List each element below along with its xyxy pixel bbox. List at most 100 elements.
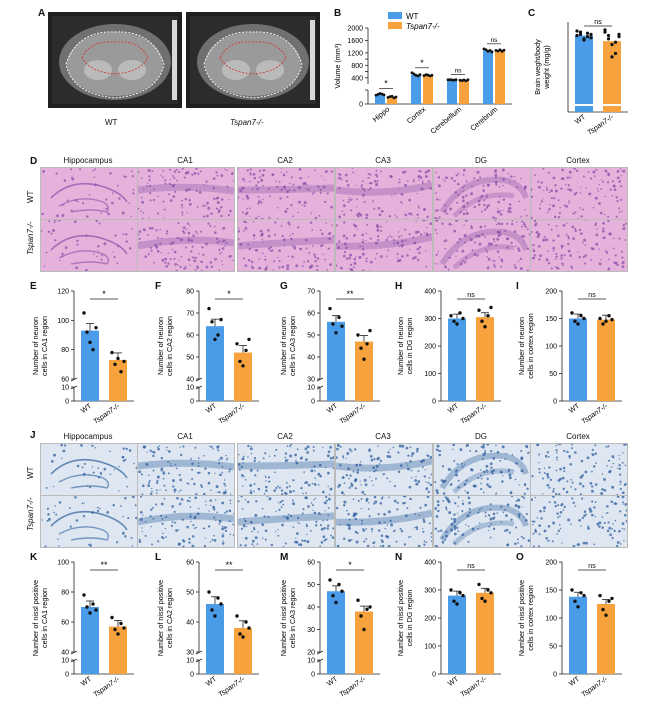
- cell-dot: [464, 490, 467, 492]
- panel-letter-a: A: [38, 8, 46, 19]
- cell-dot: [190, 250, 193, 253]
- cell-dot: [389, 234, 391, 237]
- cell-dot: [607, 459, 610, 462]
- data-point: [573, 319, 577, 323]
- cell-dot: [581, 474, 584, 477]
- data-point: [589, 32, 593, 36]
- cell-dot: [301, 512, 304, 515]
- histology-column-title: CA1: [177, 432, 193, 441]
- cell-dot: [336, 264, 338, 267]
- cell-dot: [608, 258, 610, 261]
- cell-dot: [611, 485, 615, 489]
- cell-dot: [313, 191, 316, 194]
- cell-dot: [275, 510, 277, 513]
- cell-dot: [360, 484, 362, 486]
- cell-dot: [397, 470, 401, 474]
- cell-dot: [401, 245, 403, 248]
- cell-dot: [218, 523, 221, 525]
- cell-dot: [479, 474, 482, 477]
- cell-dot: [555, 492, 558, 495]
- cell-dot: [63, 179, 67, 182]
- cell-dot: [55, 172, 58, 175]
- y-axis-label: cells in DG region: [405, 590, 414, 647]
- cell-dot: [297, 211, 299, 214]
- cell-dot: [571, 497, 574, 500]
- cell-dot: [614, 519, 617, 522]
- cell-dot: [122, 456, 125, 459]
- data-point: [446, 78, 450, 82]
- cell-dot: [371, 200, 374, 203]
- y-tick-label: 400: [424, 289, 436, 296]
- cell-dot: [182, 226, 186, 230]
- cell-dot: [337, 173, 340, 175]
- cell-dot: [522, 537, 525, 540]
- cell-dot: [279, 197, 282, 200]
- cell-dot: [374, 241, 378, 245]
- cell-dot: [473, 484, 475, 486]
- cell-dot: [457, 496, 460, 499]
- cell-dot: [217, 211, 220, 214]
- cell-dot: [59, 259, 61, 262]
- panel-letter-b: B: [334, 8, 342, 19]
- cell-dot: [46, 507, 50, 510]
- cell-dot: [453, 520, 456, 524]
- cell-dot: [301, 265, 304, 267]
- y-axis-label: cells in cortex region: [526, 313, 535, 379]
- axis-break-mark: [195, 658, 203, 663]
- cell-dot: [496, 237, 500, 241]
- panel-letter-c: C: [528, 8, 536, 19]
- data-point: [216, 333, 220, 337]
- cell-dot: [520, 177, 522, 180]
- cell-dot: [618, 467, 621, 470]
- cell-dot: [347, 467, 350, 471]
- cell-dot: [154, 243, 158, 247]
- cell-dot: [148, 474, 150, 477]
- cell-dot: [540, 200, 544, 203]
- cell-dot: [264, 255, 266, 258]
- cell-dot: [548, 207, 551, 211]
- cell-dot: [415, 476, 417, 478]
- axis-break-mark: [195, 377, 203, 382]
- cell-dot: [138, 171, 140, 174]
- cell-dot: [213, 197, 216, 201]
- cell-dot: [380, 170, 383, 173]
- cell-dot: [323, 539, 326, 542]
- cell-dot: [591, 470, 593, 473]
- cell-dot: [600, 187, 603, 190]
- cell-dot: [257, 531, 259, 533]
- cell-dot: [306, 445, 310, 449]
- axis-break-mark: [70, 377, 78, 382]
- cell-dot: [489, 462, 493, 466]
- cell-dot: [273, 454, 276, 457]
- cell-dot: [550, 267, 553, 270]
- cell-dot: [182, 545, 185, 547]
- cell-dot: [124, 175, 127, 178]
- y-tick-label: 300: [424, 588, 436, 595]
- cell-dot: [594, 501, 597, 503]
- cell-dot: [404, 213, 408, 217]
- cell-dot: [469, 449, 472, 452]
- cell-dot: [209, 225, 212, 227]
- cell-dot: [134, 504, 137, 507]
- cell-dot: [327, 507, 330, 509]
- cell-dot: [456, 526, 459, 530]
- cell-dot: [282, 516, 285, 518]
- cell-dot: [420, 187, 424, 191]
- data-point: [235, 614, 239, 618]
- cell-dot: [425, 541, 428, 544]
- cell-dot: [370, 528, 374, 531]
- cell-dot: [385, 238, 388, 242]
- cell-dot: [464, 261, 467, 264]
- bar: [109, 626, 127, 674]
- cell-dot: [383, 521, 386, 523]
- cell-dot: [181, 211, 184, 214]
- cell-dot: [187, 231, 191, 235]
- cell-dot: [220, 198, 224, 201]
- cell-dot: [557, 444, 560, 446]
- cell-dot: [241, 186, 245, 190]
- data-point: [394, 95, 398, 99]
- cell-dot: [246, 526, 248, 528]
- cell-dot: [331, 224, 333, 226]
